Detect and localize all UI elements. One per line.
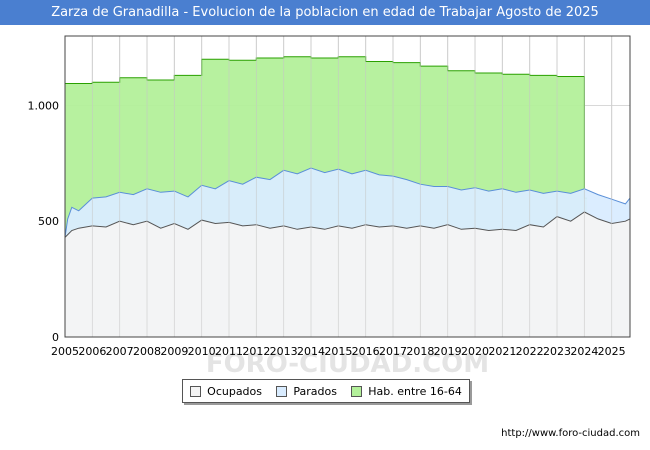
x-tick-label-2019: 2019 — [434, 345, 462, 358]
x-tick-label-2016: 2016 — [352, 345, 380, 358]
legend-item-parados: Parados — [276, 385, 337, 398]
legend-label-ocupados: Ocupados — [207, 384, 263, 398]
watermark-text: FORO-CIUDAD.COM — [206, 349, 489, 379]
x-tick-label-2022: 2022 — [516, 345, 544, 358]
y-axis-ticks: 0 500 1.000 — [28, 99, 60, 344]
x-tick-label-2013: 2013 — [270, 345, 298, 358]
legend-swatch-ocupados — [190, 385, 202, 397]
x-tick-label-2006: 2006 — [78, 345, 106, 358]
y-tick-label-500: 500 — [38, 215, 59, 228]
line-ocupados — [64, 211, 631, 238]
x-tick-label-2005: 2005 — [51, 345, 79, 358]
legend-label-habitantes: Hab. entre 16-64 — [368, 384, 462, 398]
x-tick-label-2009: 2009 — [160, 345, 188, 358]
x-tick-label-2007: 2007 — [106, 345, 134, 358]
y-tick-label-1000: 1.000 — [28, 99, 60, 112]
axes — [64, 35, 631, 338]
x-tick-label-2023: 2023 — [543, 345, 571, 358]
legend-swatch-habitantes — [351, 385, 363, 397]
area-ocupados — [65, 212, 630, 337]
x-tick-label-2025: 2025 — [598, 345, 626, 358]
plot-border — [64, 35, 631, 338]
x-tick-label-2011: 2011 — [215, 345, 243, 358]
legend-label-parados: Parados — [293, 384, 337, 398]
series-areas — [64, 36, 631, 338]
x-axis-ticks: 2005 2006 2007 2008 2009 2010 2011 2012 2013 2014… — [51, 345, 626, 358]
legend-item-habitantes: Hab. entre 16-64 — [351, 385, 462, 398]
x-tick-label-2021: 2021 — [488, 345, 516, 358]
x-tick-label-2024: 2024 — [570, 345, 598, 358]
watermark-group: FORO-CIUDAD.COM — [206, 349, 489, 379]
source-url: http://www.foro-ciudad.com — [501, 428, 640, 439]
x-tick-label-2018: 2018 — [406, 345, 434, 358]
y-tick-label-0: 0 — [52, 331, 59, 344]
x-tick-label-2017: 2017 — [379, 345, 407, 358]
x-tick-label-2014: 2014 — [297, 345, 325, 358]
legend: Ocupados Parados Hab. entre 16-64 — [182, 379, 470, 403]
x-tick-label-2020: 2020 — [461, 345, 489, 358]
x-tick-label-2010: 2010 — [188, 345, 216, 358]
legend-item-ocupados: Ocupados — [190, 385, 262, 398]
x-tick-label-2015: 2015 — [324, 345, 352, 358]
chart-title: Zarza de Granadilla - Evolucion de la po… — [0, 0, 650, 25]
x-tick-label-2008: 2008 — [133, 345, 161, 358]
x-tick-label-2012: 2012 — [242, 345, 270, 358]
legend-swatch-parados — [276, 385, 288, 397]
